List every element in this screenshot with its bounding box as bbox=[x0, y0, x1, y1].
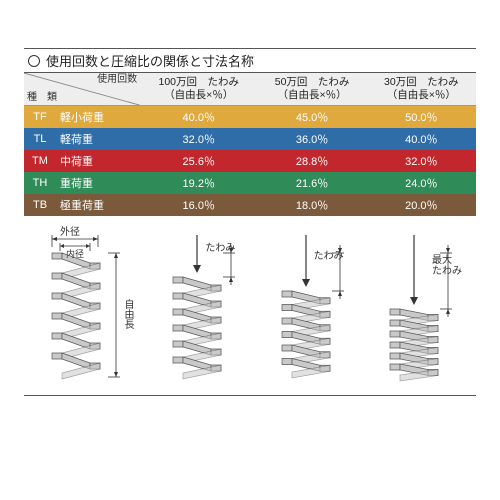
row-code: TB bbox=[24, 194, 54, 216]
spring-max-icon bbox=[370, 227, 470, 387]
row-v2: 21.6％ bbox=[257, 172, 366, 194]
row-name: 軽荷重 bbox=[54, 128, 140, 150]
header-diag-cell: 使用回数 種 類 bbox=[24, 73, 140, 106]
table-row: TF軽小荷重40.0％45.0％50.0％ bbox=[24, 106, 476, 129]
table-row: TB極重荷重16.0％18.0％20.0％ bbox=[24, 194, 476, 216]
row-v1: 32.0％ bbox=[140, 128, 257, 150]
table-header: 使用回数 種 類 100万回 たわみ（自由長×％） 50万回 たわみ（自由長×％… bbox=[24, 73, 476, 106]
row-v1: 40.0％ bbox=[140, 106, 257, 129]
diagram-deflection-1: たわみ bbox=[153, 227, 248, 387]
title-bar: 使用回数と圧縮比の関係と寸法名称 bbox=[24, 48, 476, 73]
defl-label-2: たわみ bbox=[314, 247, 344, 262]
ratio-table: 使用回数 種 類 100万回 たわみ（自由長×％） 50万回 たわみ（自由長×％… bbox=[24, 73, 476, 216]
diagram-max-deflection: 最大たわみ bbox=[370, 227, 470, 387]
table-row: TH重荷重19.2％21.6％24.0％ bbox=[24, 172, 476, 194]
row-code: TF bbox=[24, 106, 54, 129]
diagrams-row: 外径 内径 自由長 たわみ たわみ bbox=[24, 216, 476, 396]
row-name: 極重荷重 bbox=[54, 194, 140, 216]
header-col-3: 30万回 たわみ（自由長×％） bbox=[367, 73, 476, 106]
row-v3: 40.0％ bbox=[367, 128, 476, 150]
table-row: TM中荷重25.6％28.8％32.0％ bbox=[24, 150, 476, 172]
diagram-free-length: 外径 内径 自由長 bbox=[30, 227, 140, 387]
row-v2: 36.0％ bbox=[257, 128, 366, 150]
row-v2: 18.0％ bbox=[257, 194, 366, 216]
header-col-1: 100万回 たわみ（自由長×％） bbox=[140, 73, 257, 106]
free-len-label: 自由長 bbox=[120, 299, 135, 329]
row-code: TM bbox=[24, 150, 54, 172]
row-v3: 24.0％ bbox=[367, 172, 476, 194]
row-name: 重荷重 bbox=[54, 172, 140, 194]
row-v1: 16.0％ bbox=[140, 194, 257, 216]
row-v3: 20.0％ bbox=[367, 194, 476, 216]
table-row: TL軽荷重32.0％36.0％40.0％ bbox=[24, 128, 476, 150]
row-v1: 19.2％ bbox=[140, 172, 257, 194]
header-uses: 使用回数 bbox=[97, 74, 137, 87]
page-title: 使用回数と圧縮比の関係と寸法名称 bbox=[46, 51, 254, 70]
header-type: 種 類 bbox=[27, 92, 57, 105]
header-col-2: 50万回 たわみ（自由長×％） bbox=[257, 73, 366, 106]
row-code: TH bbox=[24, 172, 54, 194]
row-v3: 50.0％ bbox=[367, 106, 476, 129]
row-code: TL bbox=[24, 128, 54, 150]
row-name: 中荷重 bbox=[54, 150, 140, 172]
row-name: 軽小荷重 bbox=[54, 106, 140, 129]
row-v3: 32.0％ bbox=[367, 150, 476, 172]
circle-icon bbox=[28, 55, 40, 67]
defl-label-1: たわみ bbox=[205, 239, 235, 254]
row-v1: 25.6％ bbox=[140, 150, 257, 172]
max-defl-label: 最大たわみ bbox=[432, 255, 462, 277]
diagram-deflection-2: たわみ bbox=[262, 227, 357, 387]
inner-dia-label: 内径 bbox=[66, 247, 84, 260]
outer-dia-label: 外径 bbox=[60, 223, 80, 238]
row-v2: 45.0％ bbox=[257, 106, 366, 129]
row-v2: 28.8％ bbox=[257, 150, 366, 172]
